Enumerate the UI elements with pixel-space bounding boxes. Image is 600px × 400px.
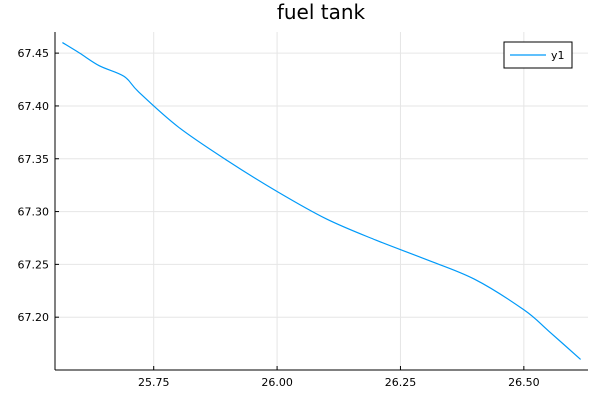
x-tick-label: 26.50 [508,376,540,389]
y-tick-label: 67.45 [18,47,50,60]
chart-title: fuel tank [277,0,366,24]
legend: y1 [503,41,573,69]
legend-label: y1 [551,49,565,62]
y-tick-label: 67.20 [18,311,50,324]
series-group [62,42,581,360]
x-gridlines [153,32,525,370]
series-line-y1 [62,42,581,360]
axes [54,32,588,371]
y-tick-label: 67.25 [18,258,50,271]
x-tick-label: 25.75 [138,376,170,389]
x-tick-label: 26.00 [261,376,293,389]
y-tick-label: 67.35 [18,153,50,166]
y-axis-ticks: 67.20 67.25 67.30 67.35 67.40 67.45 [18,47,59,324]
x-axis-ticks: 25.75 26.00 26.25 26.50 [138,366,540,389]
y-tick-label: 67.30 [18,206,50,219]
y-gridlines [55,52,588,318]
y-tick-label: 67.40 [18,100,50,113]
x-tick-label: 26.25 [385,376,417,389]
